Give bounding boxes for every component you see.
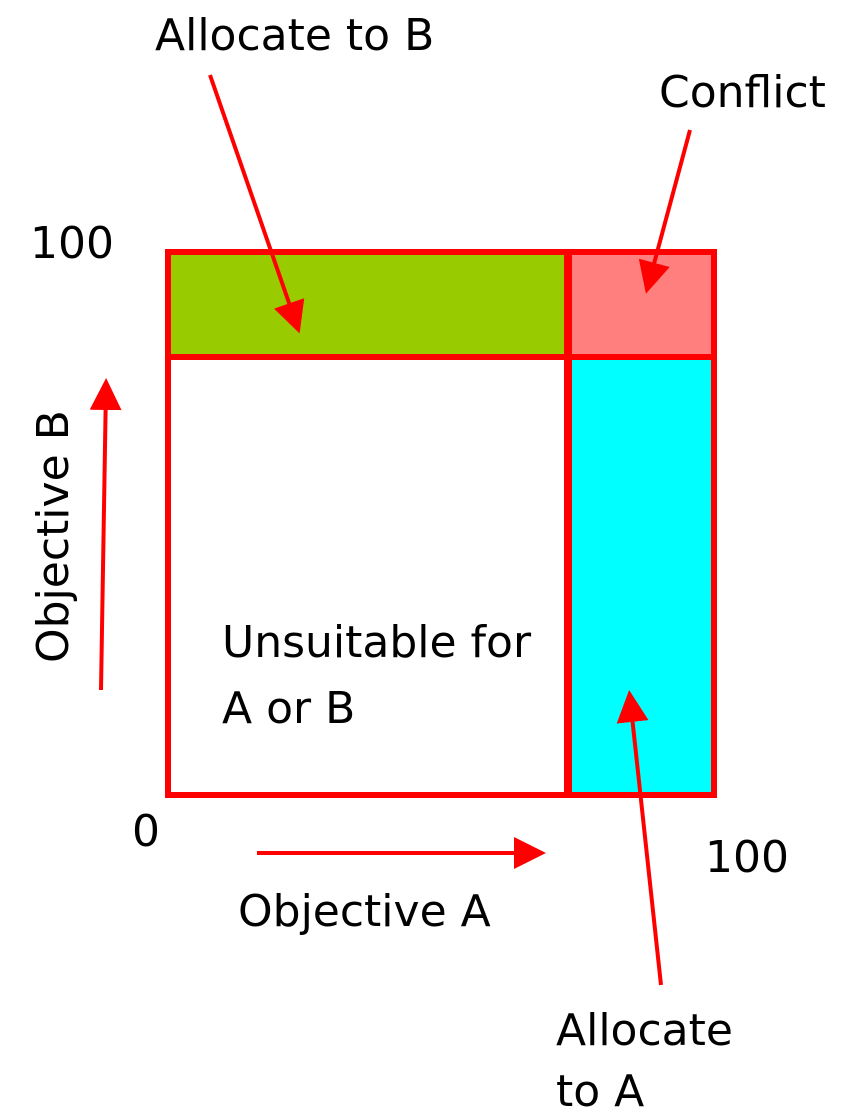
- region-allocate-to-a: [568, 357, 714, 795]
- allocate-to-b-arrow: [208, 74, 305, 334]
- allocate-to-a-label-line2: to A: [556, 1066, 644, 1115]
- conflict-arrow: [638, 129, 692, 294]
- allocate-to-a-label-line1: Allocate: [556, 1005, 733, 1056]
- axis-b-max-label: 100: [30, 218, 114, 269]
- conflict-label: Conflict: [659, 67, 826, 118]
- axis-a-max-label: 100: [705, 832, 789, 883]
- outer-border: [165, 249, 717, 798]
- unsuitable-label-line1: Unsuitable for: [222, 617, 532, 668]
- objective-b-label: Objective B: [28, 410, 79, 663]
- region-allocate-to-b: [168, 252, 568, 357]
- region-unsuitable: [168, 357, 568, 795]
- unsuitable-label-line2: A or B: [222, 683, 355, 734]
- objective-a-label: Objective A: [238, 886, 491, 937]
- origin-label: 0: [132, 806, 160, 857]
- allocate-to-b-label: Allocate to B: [155, 10, 434, 61]
- region-conflict: [568, 252, 714, 357]
- allocate-to-a-arrow: [616, 690, 663, 986]
- objective-b-axis-arrow: [89, 378, 122, 691]
